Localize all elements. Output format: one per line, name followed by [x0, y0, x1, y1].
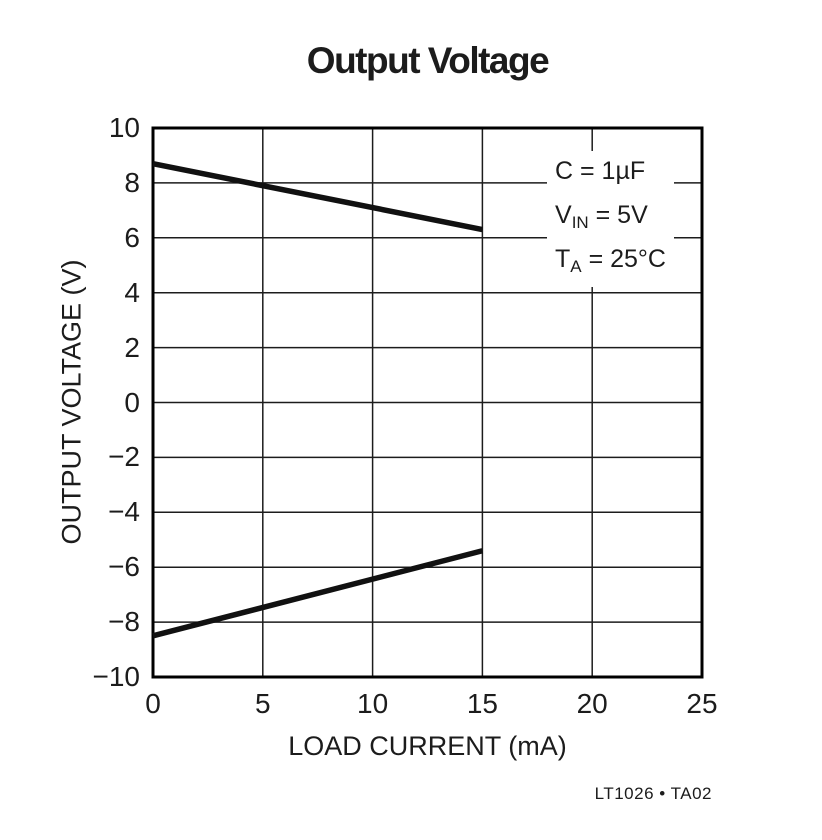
x-tick-label: 0: [145, 688, 161, 719]
series-line-negative-output-voltage: [152, 548, 484, 639]
x-axis-label: LOAD CURRENT (mA): [288, 731, 567, 761]
x-tick-label: 25: [686, 688, 718, 719]
y-tick-label: 2: [124, 331, 140, 363]
y-tick-label: −2: [108, 441, 140, 473]
part-number-label: LT1026 • TA02: [594, 784, 712, 803]
annotation-line-temperature: TA = 25°C: [555, 245, 666, 276]
x-tick-label: 5: [255, 688, 271, 719]
series-line-positive-output-voltage: [152, 160, 483, 233]
annotation-line-capacitance: C = 1µF: [555, 157, 646, 185]
y-tick-label: −10: [92, 661, 141, 692]
plot-frame: [151, 126, 704, 679]
y-tick-label: 6: [124, 221, 140, 253]
y-tick-label: 0: [124, 386, 140, 418]
y-tick-label: −8: [108, 606, 140, 638]
chart-title: Output Voltage: [306, 40, 550, 81]
y-tick-label: 8: [124, 166, 140, 198]
annotation-line-input-voltage: VIN = 5V: [555, 201, 648, 232]
conditions-annotation: C = 1µF VIN = 5V TA = 25°C: [547, 151, 674, 287]
x-tick-label: 15: [466, 688, 498, 719]
x-tick-label: 20: [576, 688, 608, 719]
x-tick-label: 10: [357, 688, 389, 719]
y-tick-label: −6: [108, 551, 140, 583]
y-tick-label: −4: [108, 496, 140, 528]
y-tick-label: 4: [124, 276, 140, 308]
y-tick-label: 10: [108, 112, 140, 143]
